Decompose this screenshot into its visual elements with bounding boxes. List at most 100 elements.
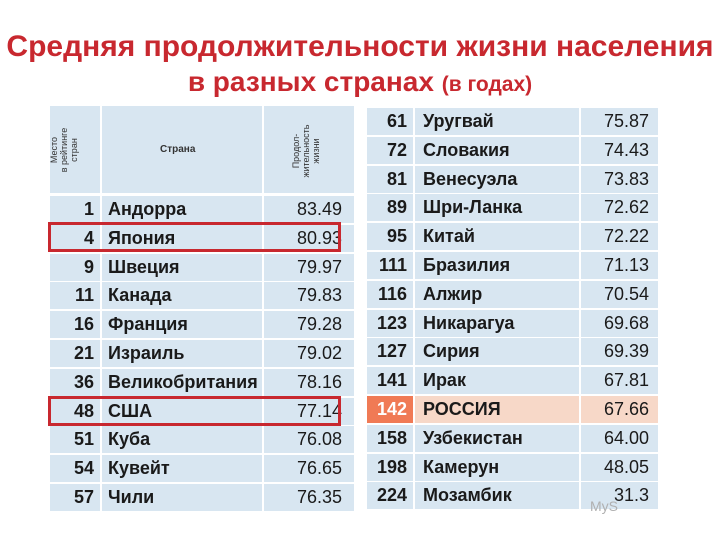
value-cell: 79.28 — [296, 314, 342, 335]
highlight-usa-box — [48, 396, 341, 426]
value-cell: 79.97 — [296, 256, 342, 277]
country-cell: Мозамбик — [423, 485, 512, 506]
table-row: 116 Алжир 70.54 — [367, 280, 658, 308]
page-subtitle: в разных странах (в годах) — [0, 66, 720, 98]
rank-cell: 57 — [73, 487, 94, 507]
rank-cell: 198 — [376, 456, 407, 477]
value-cell: 79.83 — [296, 285, 342, 306]
table-row: 198 Камерун 48.05 — [367, 453, 658, 481]
subtitle-main: в разных странах — [187, 66, 434, 97]
country-cell: Венесуэла — [423, 168, 518, 189]
highlight-japan-box — [48, 222, 341, 252]
value-cell: 73.83 — [603, 168, 649, 189]
country-cell: Камерун — [423, 456, 500, 477]
rank-cell: 116 — [377, 283, 407, 304]
country-cell: Андорра — [108, 199, 187, 219]
rank-cell: 142 — [367, 396, 413, 423]
value-cell: 70.54 — [603, 283, 649, 304]
table-row: 81 Венесуэла 73.83 — [367, 165, 658, 193]
value-cell: 78.16 — [296, 371, 342, 392]
value-cell: 80.93 — [296, 227, 342, 248]
rank-cell: 89 — [386, 197, 407, 218]
value-cell: 75.87 — [603, 111, 649, 131]
value-cell: 69.39 — [603, 341, 649, 362]
rank-cell: 48 — [73, 400, 94, 421]
country-cell: Япония — [108, 227, 176, 248]
country-cell: Узбекистан — [423, 427, 523, 448]
table-row: 61 Уругвай 75.87 — [367, 108, 658, 135]
value-cell: 76.08 — [296, 429, 342, 450]
rank-cell: 11 — [74, 285, 94, 306]
country-cell: США — [108, 400, 153, 421]
country-cell: Ирак — [423, 370, 466, 391]
country-cell: РОССИЯ — [423, 399, 501, 419]
rank-cell: 21 — [73, 343, 94, 363]
value-cell: 64.00 — [603, 427, 649, 448]
rank-cell: 51 — [73, 429, 94, 450]
table-row: 48 США 77.14 — [50, 397, 354, 425]
table-row: 9 Швеция 79.97 — [50, 253, 354, 281]
rank-cell: 127 — [376, 341, 407, 362]
table-row: 11 Канада 79.83 — [50, 282, 354, 310]
table-row: 51 Куба 76.08 — [50, 426, 354, 454]
value-cell: 77.14 — [296, 400, 342, 421]
value-cell: 72.22 — [603, 226, 649, 247]
value-cell: 31.3 — [613, 485, 649, 506]
country-cell: Никарагуа — [423, 312, 515, 333]
rank-cell: 81 — [386, 168, 407, 189]
rank-cell: 141 — [376, 370, 407, 391]
table-row: 54 Кувейт 76.65 — [50, 455, 354, 483]
rank-cell: 72 — [386, 139, 407, 160]
rank-cell: 1 — [83, 199, 94, 219]
country-cell: Алжир — [423, 283, 483, 304]
country-cell: Куба — [108, 429, 151, 450]
rank-cell: 61 — [386, 111, 407, 131]
subtitle-units: (в годах) — [441, 73, 533, 96]
country-cell: Бразилия — [423, 255, 511, 275]
rank-cell: 9 — [83, 256, 94, 277]
table-row: 72 Словакия 74.43 — [367, 136, 658, 164]
table-row: 111 Бразилия 71.13 — [367, 252, 658, 279]
value-cell: 76.35 — [296, 487, 342, 507]
rank-cell: 4 — [83, 227, 94, 248]
table-row: 158 Узбекистан 64.00 — [367, 424, 658, 452]
country-cell: Словакия — [423, 139, 510, 160]
table-row: 57 Чили 76.35 — [50, 484, 354, 511]
rank-cell: 54 — [73, 458, 94, 479]
table-row: 1 Андорра 83.49 — [50, 196, 354, 223]
table-row: 123 Никарагуа 69.68 — [367, 309, 658, 337]
value-cell: 71.13 — [603, 255, 649, 275]
country-cell: Китай — [423, 226, 475, 247]
table-row: 21 Израиль 79.02 — [50, 340, 354, 367]
country-cell: Уругвай — [423, 111, 494, 131]
country-cell: Франция — [108, 314, 188, 335]
rank-cell: 224 — [376, 485, 407, 506]
header-rank: Место в рейтинге стран — [49, 127, 79, 173]
table-row: 141 Ирак 67.81 — [367, 367, 658, 395]
rank-cell: 16 — [73, 314, 94, 335]
value-cell: 69.68 — [603, 312, 649, 333]
table-row: 95 Китай 72.22 — [367, 223, 658, 251]
table-row: 142 РОССИЯ 67.66 — [367, 396, 658, 423]
table-row: 4 Япония 80.93 — [50, 224, 354, 252]
value-cell: 83.49 — [296, 199, 342, 219]
rank-cell: 158 — [376, 427, 407, 448]
country-cell: Израиль — [108, 343, 185, 363]
table-row: 127 Сирия 69.39 — [367, 338, 658, 366]
value-cell: 67.66 — [603, 399, 649, 419]
country-cell: Кувейт — [108, 458, 170, 479]
value-cell: 72.62 — [603, 197, 649, 218]
table-header: Место в рейтинге стран Страна Продол- жи… — [49, 106, 354, 193]
value-cell: 74.43 — [603, 139, 649, 160]
country-cell: Великобритания — [108, 371, 258, 392]
watermark: MyS — [590, 498, 618, 514]
country-cell: Швеция — [108, 256, 180, 277]
value-cell: 76.65 — [296, 458, 342, 479]
rank-cell: 111 — [378, 255, 407, 275]
value-cell: 67.81 — [603, 370, 649, 391]
header-country: Страна — [160, 144, 196, 155]
header-value: Продол- жительность жизни — [291, 124, 321, 178]
table-row: 36 Великобритания 78.16 — [50, 368, 354, 396]
table-row: 16 Франция 79.28 — [50, 311, 354, 339]
value-cell: 48.05 — [603, 456, 649, 477]
